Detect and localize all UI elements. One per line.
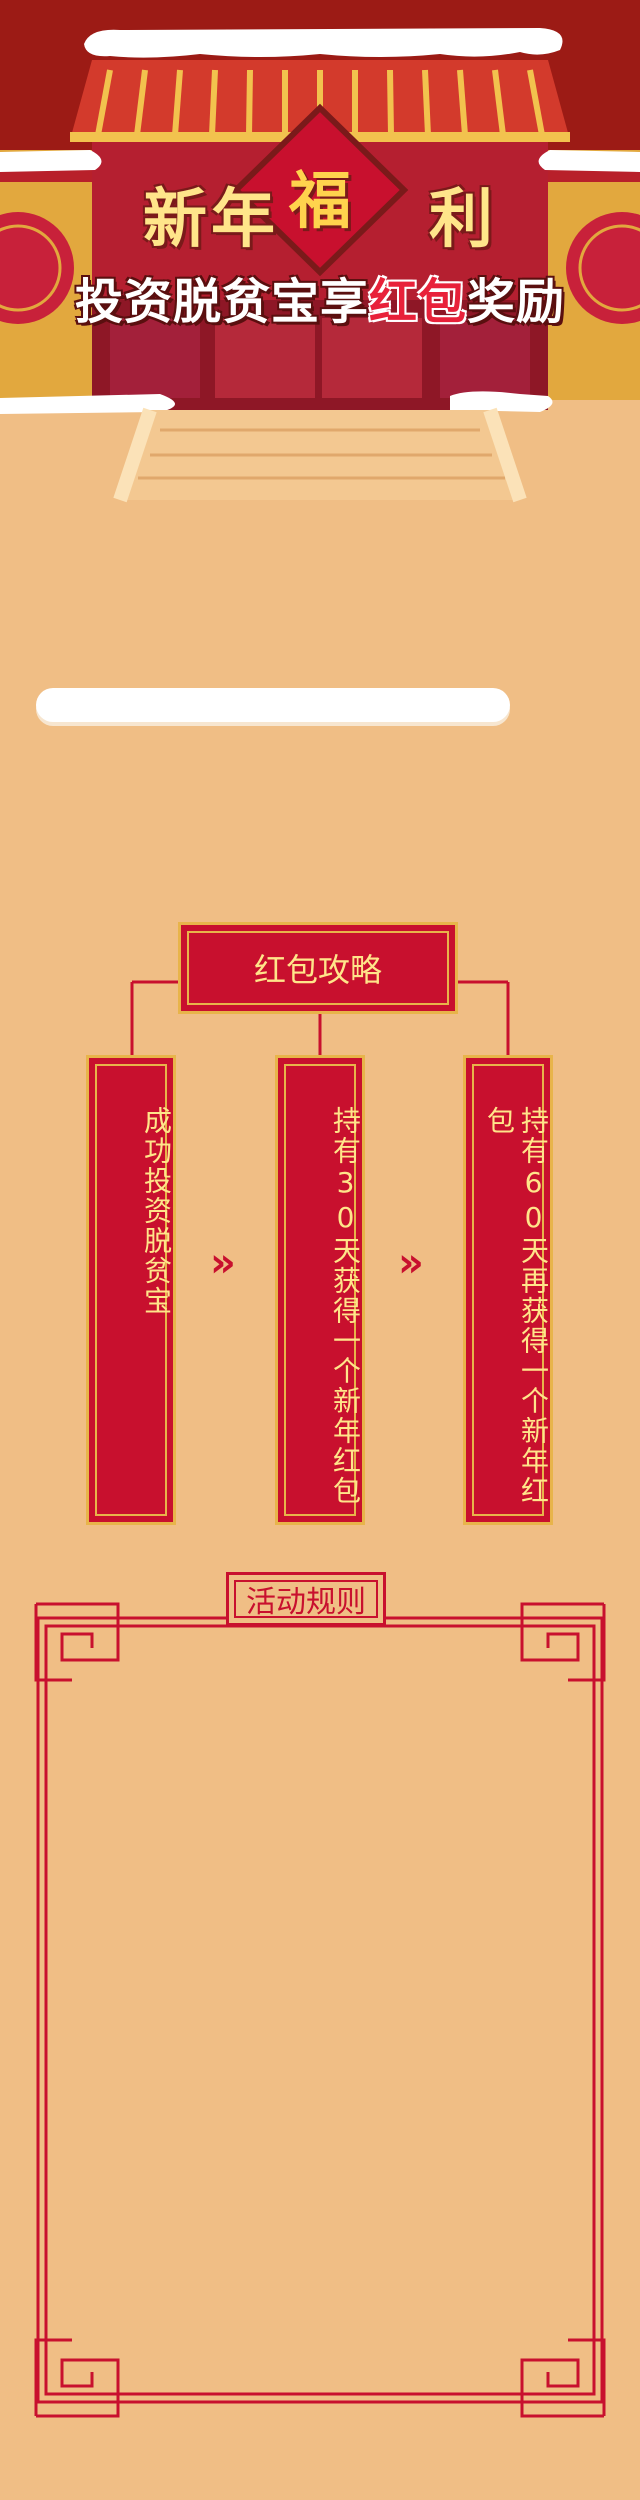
strategy-step-2-label: 持有30天获得一个新年红包 bbox=[329, 1106, 362, 1506]
hero-title-part2: 利 bbox=[429, 183, 497, 257]
hero-title-part1: 新年 bbox=[143, 183, 279, 257]
hero-title: 新年 利 bbox=[0, 168, 640, 260]
rules-title: 活动规则 bbox=[246, 1585, 366, 1620]
strategy-title-box: 红包攻略 bbox=[178, 922, 458, 1014]
rules-title-box: 活动规则 bbox=[226, 1572, 386, 1626]
temple-illustration bbox=[0, 0, 640, 503]
strategy-step-3: 持有60天再获得一个新年红包 bbox=[463, 1055, 553, 1525]
cloud-decoration bbox=[36, 688, 510, 722]
arrow-icon: » bbox=[398, 1240, 424, 1286]
hero-subtitle-part2: 奖励 bbox=[467, 274, 566, 330]
strategy-step-3-label: 持有60天再获得一个新年红包 bbox=[483, 1106, 550, 1506]
hero-subtitle-highlight: 红包 bbox=[368, 274, 467, 330]
hero-banner: 新年 利 福 投资脱贫宝享红包奖励 bbox=[0, 0, 640, 520]
strategy-title: 红包攻略 bbox=[253, 951, 382, 989]
strategy-step-1-label: 成功投资脱贫宝 bbox=[140, 1106, 173, 1316]
hero-subtitle: 投资脱贫宝享红包奖励 bbox=[0, 262, 640, 332]
strategy-step-1: 成功投资脱贫宝 bbox=[86, 1055, 176, 1525]
arrow-icon: » bbox=[210, 1240, 236, 1286]
fu-character: 福 bbox=[288, 164, 351, 237]
hero-subtitle-part1: 投资脱贫宝享 bbox=[74, 274, 369, 330]
strategy-connector-lines bbox=[130, 980, 510, 1055]
strategy-step-2: 持有30天获得一个新年红包 bbox=[275, 1055, 365, 1525]
rules-frame bbox=[34, 1602, 606, 2418]
